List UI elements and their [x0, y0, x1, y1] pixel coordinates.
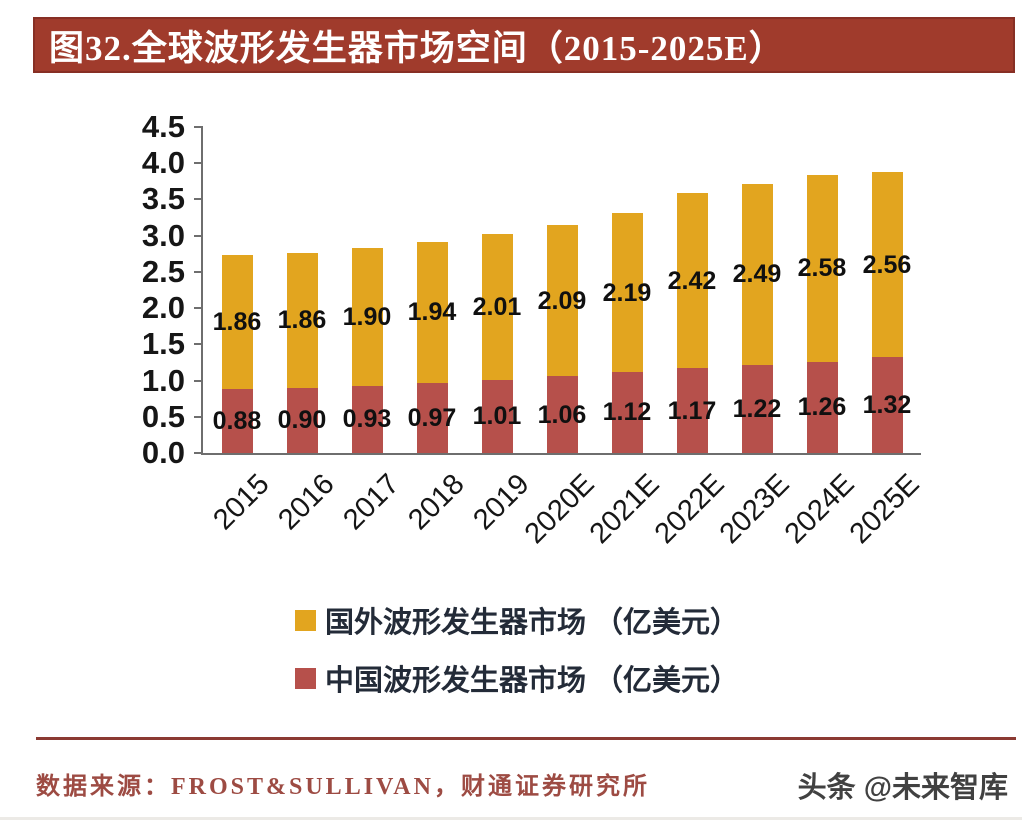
bar-segment-foreign	[417, 242, 448, 383]
bar-segment-foreign	[222, 254, 253, 390]
legend-swatch-foreign-icon	[295, 609, 316, 631]
bar-segment-foreign	[482, 234, 513, 380]
value-label-foreign: 2.58	[797, 254, 847, 283]
value-label-foreign: 2.42	[667, 266, 717, 295]
data-source-text: 数据来源：FROST&SULLIVAN，财通证券研究所	[36, 774, 650, 800]
bar-segment-china	[547, 376, 578, 453]
legend-item-china-market: 中国波形发生器市场 （亿美元）	[295, 660, 740, 697]
value-label-china: 0.90	[277, 406, 327, 435]
y-tick-label: 0.0	[141, 435, 185, 470]
value-label-china: 0.88	[212, 407, 262, 436]
value-label-china: 1.32	[862, 391, 912, 420]
y-tick	[194, 198, 203, 201]
value-label-china: 1.17	[667, 396, 717, 425]
value-label-china: 1.12	[602, 398, 652, 427]
bar-segment-china	[287, 387, 318, 453]
y-tick	[194, 162, 203, 165]
legend-label-china-market: 中国波形发生器市场 （亿美元）	[325, 665, 740, 697]
value-label-foreign: 1.86	[212, 307, 262, 336]
value-label-china: 0.93	[342, 405, 392, 434]
footer-divider	[36, 737, 1016, 740]
legend-item-foreign-market: 国外波形发生器市场 （亿美元）	[295, 602, 740, 639]
bar-segment-foreign	[612, 213, 643, 372]
y-tick	[194, 126, 203, 128]
bar-segment-foreign	[287, 253, 318, 388]
bar-segment-china	[677, 368, 708, 453]
y-tick	[194, 270, 203, 273]
bar-segment-foreign	[807, 174, 838, 362]
y-tick	[194, 452, 203, 454]
y-tick-label: 4.5	[141, 109, 185, 144]
value-label-foreign: 2.19	[602, 278, 652, 307]
bar-segment-china	[417, 382, 448, 453]
y-tick	[194, 307, 203, 310]
value-label-china: 1.01	[472, 402, 522, 431]
y-tick-label: 2.0	[141, 290, 185, 326]
y-tick-label: 3.0	[141, 217, 185, 253]
bar-segment-foreign	[872, 171, 903, 358]
y-axis-line	[201, 127, 203, 455]
legend-label-foreign-market: 国外波形发生器市场 （亿美元）	[325, 607, 740, 639]
bar-segment-foreign	[352, 247, 383, 386]
value-label-foreign: 2.09	[537, 286, 587, 315]
y-tick	[194, 343, 203, 346]
value-label-foreign: 1.90	[342, 302, 392, 331]
y-tick-label: 2.5	[141, 253, 185, 289]
bar-segment-foreign	[677, 192, 708, 369]
figure-title-bar: 图32.全球波形发生器市场空间（2015-2025E）	[33, 17, 1015, 73]
watermark-text: 头条 @未来智库	[797, 772, 1008, 804]
bar-segment-china	[807, 361, 838, 453]
legend-swatch-china-icon	[295, 667, 316, 689]
value-label-china: 1.06	[537, 400, 587, 429]
y-tick-label: 4.0	[141, 145, 185, 181]
y-tick-label: 3.5	[141, 181, 185, 217]
chart-legend: 国外波形发生器市场 （亿美元） 中国波形发生器市场 （亿美元）	[295, 602, 739, 718]
value-label-china: 1.26	[797, 393, 847, 422]
bar-segment-china	[352, 385, 383, 453]
bar-segment-china	[872, 357, 903, 453]
bar-segment-china	[742, 364, 773, 453]
bar-segment-foreign	[547, 224, 578, 377]
bar-segment-china	[482, 379, 513, 453]
value-label-foreign: 2.49	[732, 260, 782, 289]
y-tick	[194, 234, 203, 237]
bar-segment-china	[612, 371, 643, 453]
bar-segment-foreign	[742, 184, 773, 365]
value-label-foreign: 2.01	[472, 293, 522, 322]
bar-segment-china	[222, 389, 253, 453]
bottom-edge-strip	[0, 817, 1022, 820]
value-label-foreign: 2.56	[862, 250, 912, 279]
y-tick-label: 1.0	[141, 362, 185, 398]
value-label-china: 0.97	[407, 403, 457, 432]
value-label-foreign: 1.86	[277, 306, 327, 335]
figure-title: 图32.全球波形发生器市场空间（2015-2025E）	[49, 28, 785, 68]
y-tick	[194, 379, 203, 382]
y-tick-label: 0.5	[141, 398, 185, 434]
y-tick	[194, 415, 203, 418]
y-tick-label: 1.5	[141, 326, 185, 362]
value-label-china: 1.22	[732, 394, 782, 423]
x-axis-line	[201, 453, 921, 455]
value-label-foreign: 1.94	[407, 298, 457, 327]
